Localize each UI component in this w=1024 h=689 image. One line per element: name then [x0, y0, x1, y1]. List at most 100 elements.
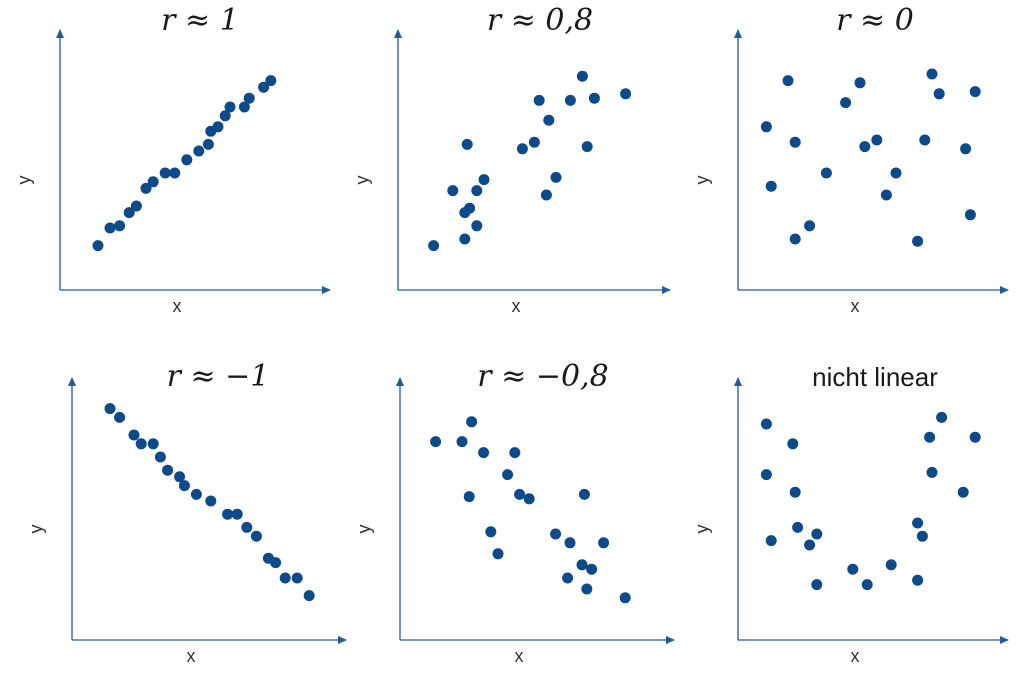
data-point [792, 521, 804, 533]
data-point [159, 167, 171, 179]
data-point [964, 209, 976, 221]
data-point [464, 202, 476, 214]
data-point [885, 559, 897, 571]
data-point [466, 416, 478, 428]
y-axis-label: y [26, 525, 46, 534]
data-point [447, 185, 459, 197]
scatter-panel-3: r ≈ 0 x y [692, 3, 1009, 316]
data-point [533, 94, 545, 106]
data-point [912, 517, 924, 529]
data-point [140, 182, 152, 194]
data-point [202, 138, 214, 150]
panel-title: r ≈ −1 [167, 359, 270, 394]
data-point [880, 189, 892, 201]
data-point [205, 495, 217, 507]
y-axis-label: y [14, 176, 34, 185]
data-point [912, 574, 924, 586]
data-point [804, 539, 816, 551]
data-point [222, 508, 234, 520]
x-axis-label: x [512, 296, 521, 316]
data-point [969, 431, 981, 443]
panel-title: r ≈ 1 [161, 3, 239, 38]
data-point [162, 464, 174, 476]
data-point [578, 488, 590, 500]
data-point [238, 101, 250, 113]
data-point [128, 429, 140, 441]
data-point [789, 486, 801, 498]
data-point [456, 436, 468, 448]
scatter-panel-6: nicht linear x y [692, 362, 1009, 666]
data-point [528, 136, 540, 148]
data-point [123, 207, 135, 219]
data-point [861, 579, 873, 591]
panel-title: r ≈ 0,8 [487, 3, 593, 38]
x-axis-label: x [515, 646, 524, 666]
y-axis-label: y [352, 176, 372, 185]
data-point [811, 528, 823, 540]
x-axis-label: x [851, 646, 860, 666]
data-point [241, 521, 253, 533]
panel-title: r ≈ 0 [836, 3, 914, 38]
data-point [859, 141, 871, 153]
scatter-panel-4: r ≈ −1 x y [26, 359, 347, 666]
data-point [576, 559, 588, 571]
data-point [181, 154, 193, 166]
data-point [471, 220, 483, 232]
data-point [936, 411, 948, 423]
data-point [562, 572, 574, 584]
data-point [459, 233, 471, 245]
data-point [478, 174, 490, 186]
data-point [564, 94, 576, 106]
x-axis-label: x [173, 296, 182, 316]
data-point [765, 180, 777, 192]
data-point [765, 535, 777, 547]
data-point [428, 240, 440, 252]
y-axis-label: y [692, 525, 712, 534]
data-point [811, 579, 823, 591]
data-point [250, 530, 262, 542]
data-point [130, 200, 142, 212]
data-point [485, 526, 497, 538]
data-point [564, 537, 576, 549]
data-point [147, 438, 159, 450]
data-point [890, 167, 902, 179]
data-point [279, 572, 291, 584]
data-point [871, 134, 883, 146]
data-point [523, 493, 535, 505]
data-point [760, 418, 772, 430]
data-point [509, 447, 521, 459]
data-point [193, 145, 205, 157]
data-point [919, 134, 931, 146]
data-point [581, 141, 593, 153]
y-axis-label: y [692, 176, 712, 185]
data-point [516, 143, 528, 155]
data-point [957, 486, 969, 498]
data-point [787, 438, 799, 450]
data-point [840, 97, 852, 109]
x-axis-label: x [187, 646, 196, 666]
data-point [303, 590, 315, 602]
data-point [154, 451, 166, 463]
data-point [169, 167, 181, 179]
data-point [760, 121, 772, 133]
data-point [598, 537, 610, 549]
data-point [820, 167, 832, 179]
data-point [847, 563, 859, 575]
data-point [92, 240, 104, 252]
data-point [471, 185, 483, 197]
data-point [924, 431, 936, 443]
data-point [550, 171, 562, 183]
data-point [291, 572, 303, 584]
data-point [174, 471, 186, 483]
data-point [912, 235, 924, 247]
data-point [114, 220, 126, 232]
data-point [581, 583, 593, 595]
data-point [789, 136, 801, 148]
data-point [619, 592, 631, 604]
data-point [782, 75, 794, 87]
data-point [463, 491, 475, 503]
data-point [540, 189, 552, 201]
data-point [224, 101, 236, 113]
data-point [212, 121, 224, 133]
